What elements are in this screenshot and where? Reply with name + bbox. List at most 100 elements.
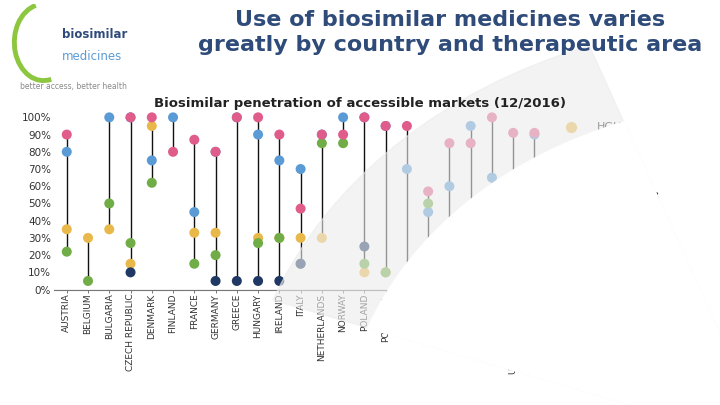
Point [423,200,434,207]
Point [125,114,136,121]
Text: HGH: HGH [597,122,623,132]
Point [61,226,73,232]
Point [146,114,158,121]
Point [338,140,349,147]
Point [125,269,136,275]
Point [528,243,540,250]
Point [359,260,370,267]
Point [508,217,519,224]
Point [444,260,455,267]
Point [316,234,328,241]
Point [125,260,136,267]
Point [104,200,115,207]
Point [380,269,392,275]
Point [401,123,413,129]
Point [295,166,307,172]
Point [231,114,243,121]
Point [528,269,540,275]
Point [252,278,264,284]
Point [508,243,519,250]
Point [231,114,243,121]
Point [380,269,392,275]
Point [295,260,307,267]
Point [465,123,477,129]
Point [486,252,498,258]
Point [338,131,349,138]
Point [231,278,243,284]
Text: EPO: EPO [597,158,620,167]
Point [444,183,455,190]
Text: medicines: medicines [62,50,122,63]
Point [359,114,370,121]
Point [401,269,413,275]
Point [359,243,370,250]
Point [295,260,307,267]
Point [125,240,136,246]
Point [316,131,328,138]
Point [146,179,158,186]
Point [189,260,200,267]
Point [210,230,221,236]
Point [274,157,285,164]
Point [565,124,577,131]
Point [528,131,540,138]
Text: G-CSF: G-CSF [597,262,631,273]
Point [508,175,519,181]
Point [338,114,349,121]
Point [486,230,498,236]
Point [316,140,328,147]
Point [565,159,577,166]
Point [316,131,328,138]
Point [274,131,285,138]
Point [444,140,455,147]
Point [252,240,264,246]
Point [61,131,73,138]
Point [565,194,577,201]
Point [486,114,498,121]
Point [274,234,285,241]
Point [528,130,540,136]
Point [252,114,264,121]
Point [401,166,413,172]
Point [423,269,434,275]
Point [295,234,307,241]
Point [423,188,434,195]
Point [359,114,370,121]
Point [252,131,264,138]
Text: INFLIXIMAB: INFLIXIMAB [597,192,660,202]
Point [189,230,200,236]
Wedge shape [273,46,720,405]
Point [380,123,392,129]
Point [465,226,477,232]
Point [189,209,200,215]
Point [82,234,94,241]
Point [508,130,519,136]
Point [565,264,577,271]
Point [380,123,392,129]
Point [465,234,477,241]
Point [508,278,519,284]
Text: INSULIN: INSULIN [597,228,642,237]
Point [210,149,221,155]
Point [167,114,179,121]
Point [295,205,307,212]
Text: biosimilar: biosimilar [62,28,127,41]
Point [465,140,477,147]
Text: Biosimilar penetration of accessible markets (12/2016): Biosimilar penetration of accessible mar… [154,97,566,110]
Point [252,234,264,241]
Point [189,136,200,143]
Point [104,226,115,232]
Point [359,269,370,275]
Point [210,278,221,284]
Text: better access, better health: better access, better health [20,81,127,91]
Point [274,234,285,241]
Point [167,149,179,155]
Point [61,149,73,155]
Point [565,229,577,236]
Point [210,252,221,258]
Text: Use of biosimilar medicines varies
greatly by country and therapeutic area: Use of biosimilar medicines varies great… [198,10,702,55]
Point [423,209,434,215]
Point [82,278,94,284]
Point [528,278,540,284]
Point [444,234,455,241]
